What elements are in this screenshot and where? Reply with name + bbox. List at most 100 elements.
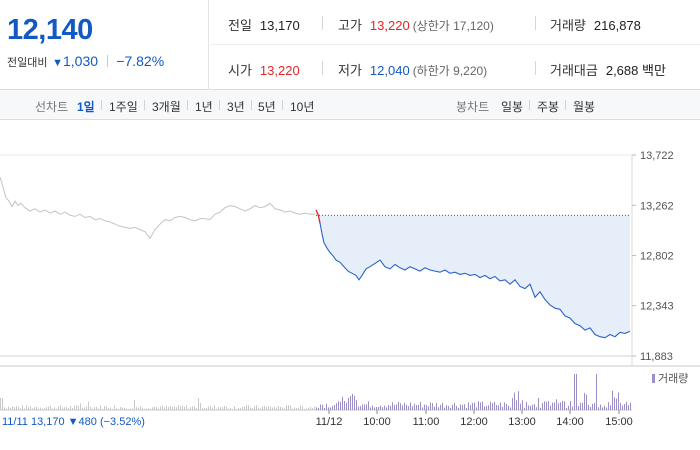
volume-bar <box>268 406 269 410</box>
volume-bar <box>286 405 287 410</box>
volume-bar <box>480 402 481 410</box>
volume-bar <box>76 405 77 410</box>
volume-bar <box>546 401 547 410</box>
volume-bar <box>98 408 99 410</box>
volume-bar <box>160 406 161 410</box>
volume-bar <box>380 405 381 410</box>
period-10y[interactable]: 10년 <box>290 100 315 114</box>
volume-bar <box>200 403 201 410</box>
y-tick-label: 11,883 <box>640 351 673 363</box>
prev-day-summary: 11/11 13,170 ▼480 (−3.52%) <box>2 416 145 428</box>
volume-bar <box>222 407 223 410</box>
volume-bar <box>554 402 555 410</box>
divider <box>535 16 536 30</box>
volume-bar <box>28 407 29 410</box>
line-chart-label: 선차트 <box>35 100 69 114</box>
down-triangle-icon: ▼ <box>52 57 63 69</box>
volume-bar <box>194 406 195 410</box>
period-3m[interactable]: 3개월 <box>152 100 181 114</box>
quote-header: 12,140 전일대비 ▼1,030 −7.82% 전일 13,170 고가 13,… <box>0 0 700 90</box>
volume-bar <box>570 401 571 410</box>
volume-bar <box>496 405 497 410</box>
volume-bar <box>398 401 399 410</box>
volume-bar <box>234 406 235 410</box>
volume-bar <box>128 409 129 410</box>
volume-bar <box>12 406 13 410</box>
volume-bar <box>226 406 227 410</box>
volume-bar <box>360 406 361 410</box>
period-1y[interactable]: 1년 <box>195 100 213 114</box>
volume-bar <box>260 408 261 410</box>
period-5y[interactable]: 5년 <box>258 100 276 114</box>
volume-bar <box>180 406 181 410</box>
volume-bar <box>110 407 111 410</box>
volume-bar <box>236 408 237 410</box>
volume-bar <box>388 405 389 410</box>
today-line <box>317 214 631 339</box>
volume-bar <box>502 406 503 410</box>
volume-bar <box>246 405 247 410</box>
stat-label: 거래대금 <box>550 63 598 78</box>
volume-bar <box>182 406 183 410</box>
volume-bar <box>560 402 561 410</box>
volume-bar <box>302 406 303 410</box>
volume-bar <box>250 407 251 410</box>
volume-bar <box>588 404 589 410</box>
volume-bar <box>454 402 455 410</box>
volume-bar <box>390 405 391 410</box>
volume-bar <box>604 405 605 410</box>
period-3y[interactable]: 3년 <box>227 100 245 114</box>
stat-label: 전일 <box>228 18 252 33</box>
period-1w[interactable]: 1주일 <box>109 100 138 114</box>
volume-bar <box>32 408 33 410</box>
volume-bar <box>470 405 471 410</box>
volume-bar <box>308 407 309 410</box>
volume-bar <box>54 407 55 410</box>
volume-bar <box>330 407 331 410</box>
volume-bar <box>370 407 371 410</box>
volume-bar <box>208 406 209 410</box>
change-row: 전일대비 ▼1,030 −7.82% <box>7 53 164 70</box>
candle-weekly[interactable]: 주봉 <box>537 100 560 114</box>
candle-monthly[interactable]: 월봉 <box>573 100 596 114</box>
volume-bar <box>44 408 45 410</box>
volume-bar <box>536 407 537 410</box>
divider <box>101 100 102 110</box>
volume-bar <box>436 402 437 410</box>
volume-bar <box>472 403 473 410</box>
volume-bar <box>122 407 123 410</box>
volume-bar <box>300 405 301 410</box>
volume-bar <box>84 407 85 410</box>
volume-bar <box>198 398 199 410</box>
volume-bar <box>238 407 239 410</box>
volume-bar <box>230 408 231 410</box>
volume-bar <box>518 391 519 410</box>
volume-bar <box>72 407 73 410</box>
candle-daily[interactable]: 일봉 <box>501 100 524 114</box>
volume-bar <box>212 407 213 410</box>
volume-bar <box>424 404 425 410</box>
volume-bar <box>452 404 453 410</box>
volume-bar <box>368 401 369 410</box>
volume-bar <box>80 403 81 410</box>
y-axis: 13,722 13,262 12,802 12,343 11,883 <box>632 150 674 363</box>
volume-bar <box>356 400 357 410</box>
volume-bar <box>116 408 117 410</box>
volume-bar <box>326 403 327 410</box>
volume-bar <box>210 405 211 410</box>
period-1d[interactable]: 1일 <box>77 100 95 114</box>
volume-bar <box>428 406 429 410</box>
y-tick-label: 13,722 <box>640 150 674 162</box>
volume-bar <box>354 395 355 410</box>
change-label: 전일대비 <box>7 57 48 69</box>
x-time-label: 12:00 <box>460 416 488 428</box>
volume-bar <box>314 406 315 410</box>
volume-bar <box>384 405 385 410</box>
volume-bar <box>338 401 339 410</box>
volume-bar <box>196 408 197 410</box>
today-open-segment <box>315 209 321 224</box>
volume-bar <box>178 405 179 410</box>
volume-bar <box>170 405 171 410</box>
volume-bar <box>274 406 275 410</box>
volume-bar <box>392 402 393 410</box>
